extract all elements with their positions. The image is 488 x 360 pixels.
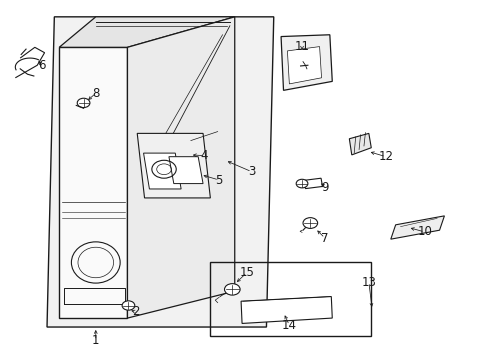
Text: 15: 15: [239, 266, 254, 279]
Polygon shape: [127, 17, 234, 318]
Circle shape: [303, 218, 317, 228]
Polygon shape: [304, 178, 322, 189]
Circle shape: [296, 179, 307, 188]
Text: 1: 1: [92, 334, 100, 347]
Text: 9: 9: [321, 181, 328, 194]
Polygon shape: [241, 297, 331, 323]
Polygon shape: [168, 157, 203, 184]
Text: 13: 13: [361, 276, 375, 289]
Circle shape: [224, 284, 240, 295]
Text: 3: 3: [247, 165, 255, 178]
Bar: [210, 262, 370, 336]
Circle shape: [122, 301, 135, 310]
Text: 5: 5: [215, 174, 223, 186]
Text: 6: 6: [39, 59, 46, 72]
Text: 14: 14: [281, 319, 296, 332]
Text: 4: 4: [201, 149, 208, 162]
Polygon shape: [390, 216, 444, 239]
Text: 8: 8: [92, 87, 99, 100]
Polygon shape: [287, 46, 321, 84]
Polygon shape: [47, 17, 273, 327]
Text: 10: 10: [417, 225, 431, 238]
Polygon shape: [59, 47, 127, 318]
Polygon shape: [143, 153, 181, 189]
Text: 12: 12: [378, 150, 393, 163]
Text: 11: 11: [294, 40, 309, 53]
Text: 7: 7: [321, 231, 328, 244]
Circle shape: [77, 98, 90, 108]
Polygon shape: [137, 134, 210, 198]
Polygon shape: [348, 134, 370, 155]
Text: 2: 2: [132, 306, 140, 319]
Polygon shape: [59, 17, 234, 47]
Polygon shape: [281, 35, 331, 90]
